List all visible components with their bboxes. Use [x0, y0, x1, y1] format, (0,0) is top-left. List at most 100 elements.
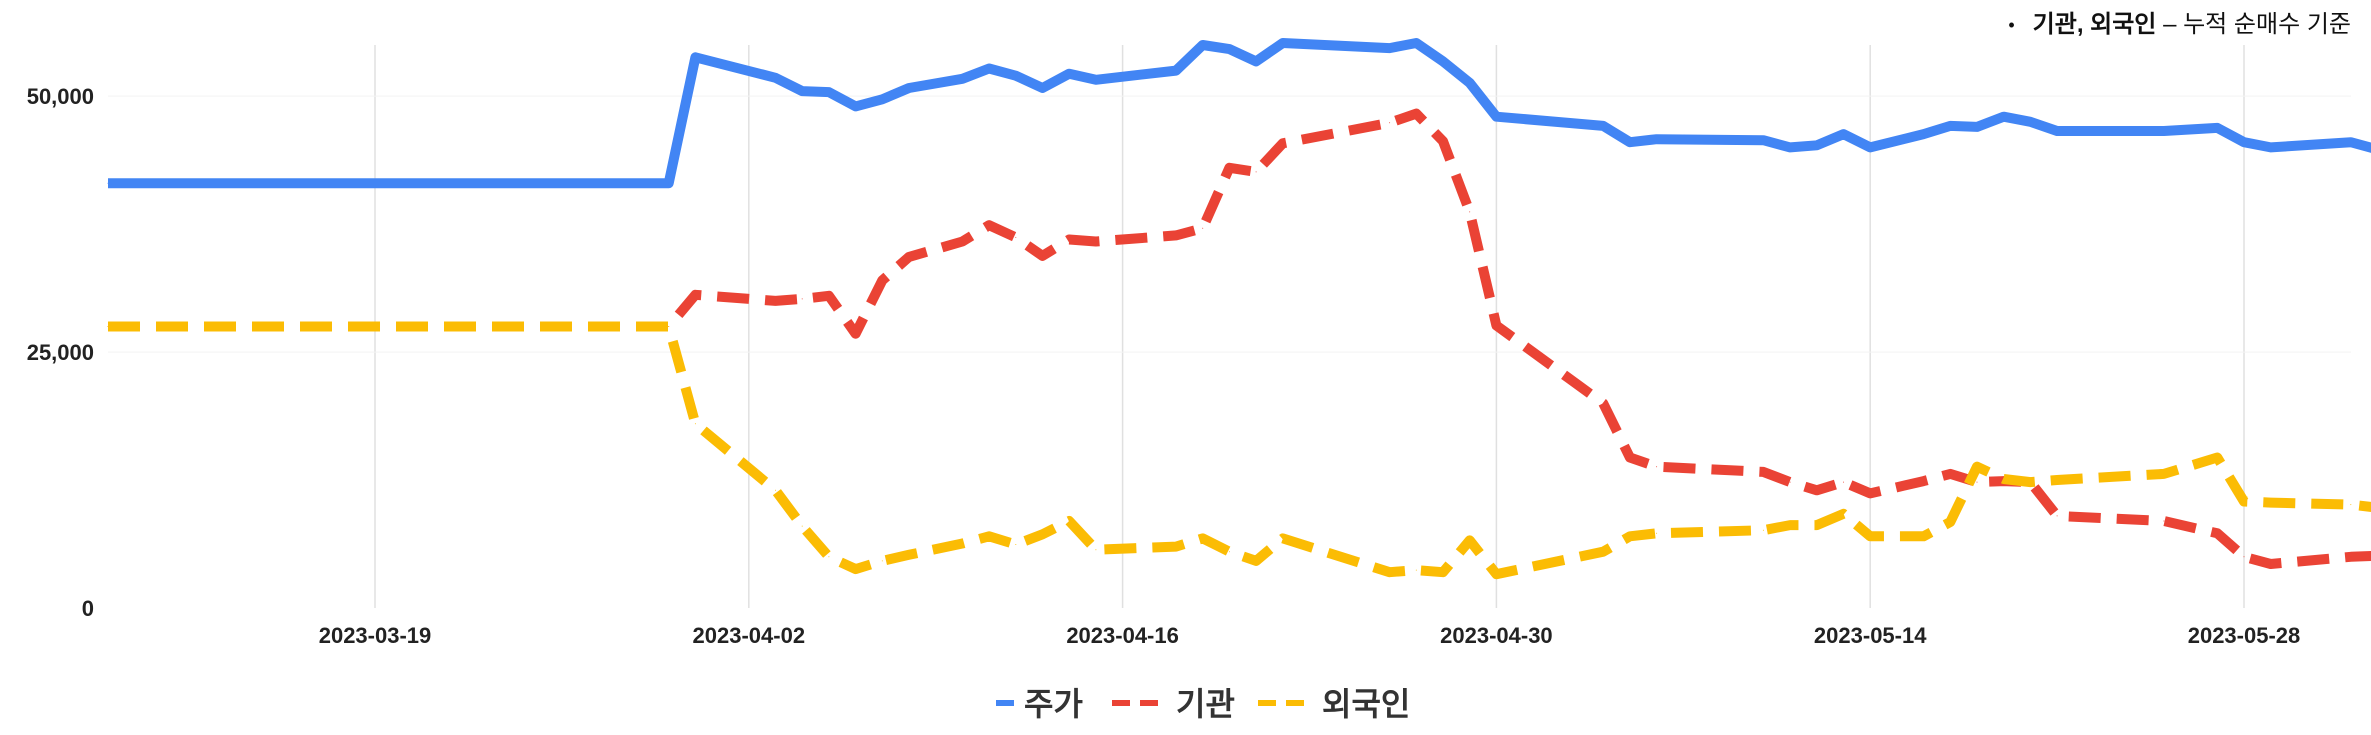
data-point-1-7 — [855, 333, 857, 335]
data-point-0-15 — [1095, 79, 1097, 81]
data-point-0-9 — [908, 87, 910, 89]
data-point-0-14 — [1068, 73, 1070, 75]
data-point-1-35 — [1949, 473, 1951, 475]
data-point-2-3 — [694, 423, 696, 425]
data-point-1-16 — [1175, 234, 1177, 236]
data-point-1-44 — [2350, 556, 2352, 558]
y-axis-ticks: 0 25,000 50,000 — [27, 84, 94, 621]
data-point-0-41 — [2216, 127, 2218, 129]
data-point-0-1 — [641, 182, 643, 184]
data-point-1-27 — [1629, 457, 1631, 458]
data-point-2-36 — [1976, 466, 1978, 468]
data-point-2-5 — [801, 525, 803, 527]
data-point-2-11 — [988, 535, 990, 537]
data-point-1-28 — [1656, 466, 1658, 468]
data-point-0-17 — [1202, 44, 1204, 46]
data-point-2-27 — [1629, 535, 1631, 537]
data-point-1-10 — [961, 241, 963, 242]
data-point-0-34 — [1923, 133, 1925, 135]
x-tick-label-2023-05-14: 2023-05-14 — [1814, 623, 1927, 648]
data-point-0-43 — [2270, 146, 2272, 148]
data-point-1-41 — [2216, 532, 2218, 534]
data-point-1-24 — [1469, 211, 1471, 213]
data-point-2-0 — [107, 326, 109, 327]
data-point-1-11 — [988, 224, 990, 226]
data-point-0-19 — [1255, 60, 1257, 62]
data-point-2-1 — [641, 326, 643, 327]
data-point-1-8 — [881, 279, 883, 281]
data-point-2-17 — [1202, 537, 1204, 539]
data-point-0-16 — [1175, 70, 1177, 72]
data-point-1-4 — [775, 300, 776, 302]
data-point-0-8 — [881, 98, 883, 100]
data-point-0-23 — [1442, 60, 1444, 62]
data-point-2-29 — [1762, 529, 1764, 531]
data-point-1-18 — [1228, 167, 1230, 169]
data-point-0-12 — [1015, 75, 1017, 77]
data-point-0-31 — [1816, 144, 1818, 146]
data-point-1-6 — [828, 295, 830, 297]
legend-label-0: 주가 — [1024, 685, 1083, 723]
data-point-2-41 — [2216, 457, 2218, 458]
data-point-2-10 — [961, 543, 963, 544]
legend: 주가 기관 외국인 — [996, 685, 1410, 723]
data-point-2-21 — [1389, 571, 1391, 573]
data-point-2-35 — [1949, 521, 1951, 523]
data-point-0-2 — [668, 182, 670, 184]
data-point-2-33 — [1869, 535, 1871, 537]
data-point-1-12 — [1015, 236, 1017, 238]
data-point-0-26 — [1602, 125, 1604, 127]
x-tick-label-2023-04-30: 2023-04-30 — [1440, 623, 1553, 648]
data-point-0-35 — [1949, 125, 1951, 127]
data-point-0-32 — [1843, 133, 1844, 135]
data-point-0-25 — [1495, 116, 1497, 118]
data-point-2-39 — [2056, 479, 2058, 481]
data-point-0-22 — [1415, 42, 1417, 44]
data-point-0-10 — [961, 78, 963, 80]
data-point-0-38 — [2029, 121, 2031, 123]
data-point-1-31 — [1816, 489, 1818, 491]
data-point-0-18 — [1228, 48, 1230, 50]
series-line-0 — [108, 38, 2371, 189]
data-point-1-32 — [1843, 481, 1844, 483]
bullet-icon: • — [2008, 15, 2015, 36]
data-point-2-22 — [1415, 569, 1417, 571]
data-point-0-3 — [694, 56, 696, 58]
data-point-2-6 — [828, 556, 830, 558]
data-point-1-40 — [2163, 520, 2165, 522]
data-point-1-5 — [801, 298, 803, 300]
data-point-2-20 — [1282, 537, 1284, 539]
data-point-0-39 — [2056, 130, 2058, 132]
data-point-0-5 — [801, 90, 803, 92]
x-tick-label-2023-03-19: 2023-03-19 — [319, 623, 432, 648]
data-point-2-14 — [1068, 520, 1070, 522]
y-tick-label-50000: 50,000 — [27, 84, 94, 109]
data-point-0-4 — [775, 77, 776, 79]
data-point-0-44 — [2350, 141, 2352, 143]
data-point-2-2 — [668, 326, 670, 327]
data-point-0-13 — [1042, 87, 1043, 89]
data-point-2-42 — [2243, 501, 2245, 502]
data-point-2-19 — [1255, 560, 1257, 562]
data-point-1-13 — [1042, 255, 1043, 257]
data-point-1-36 — [1976, 481, 1978, 483]
data-point-2-18 — [1228, 551, 1230, 553]
data-point-1-23 — [1442, 140, 1444, 142]
data-point-2-43 — [2270, 502, 2272, 504]
data-point-2-28 — [1656, 532, 1658, 534]
data-point-0-11 — [988, 68, 990, 69]
series-line-2 — [108, 321, 2371, 580]
data-point-2-38 — [2029, 481, 2031, 483]
data-point-1-43 — [2270, 563, 2272, 565]
data-point-0-20 — [1282, 42, 1284, 44]
data-point-1-25 — [1495, 325, 1497, 326]
data-point-2-25 — [1495, 573, 1497, 575]
y-tick-label-25000: 25,000 — [27, 340, 94, 365]
data-point-2-12 — [1015, 544, 1017, 545]
data-point-0-30 — [1789, 146, 1791, 148]
data-point-2-13 — [1042, 533, 1043, 535]
data-point-0-0 — [107, 182, 109, 184]
data-point-1-17 — [1202, 227, 1204, 229]
data-point-2-7 — [855, 568, 857, 570]
